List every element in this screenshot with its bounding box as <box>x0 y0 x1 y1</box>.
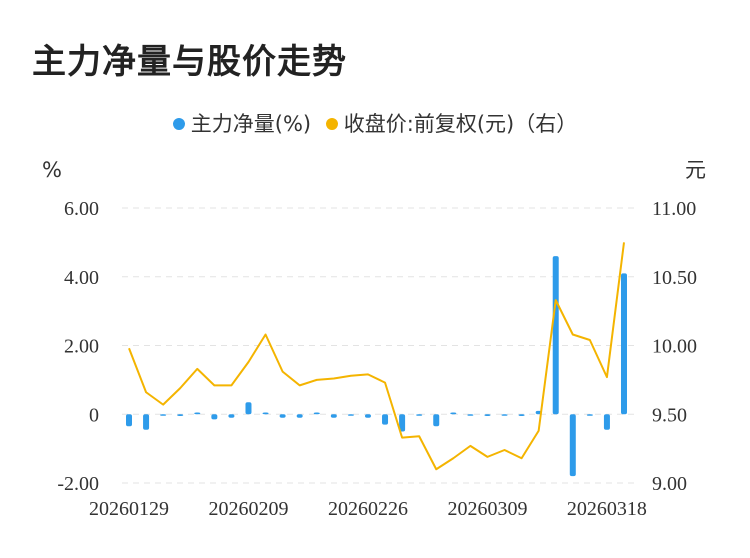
legend-item-line[interactable]: 收盘价:前复权(元)（右） <box>325 108 578 138</box>
line-series <box>128 242 625 471</box>
chart-title: 主力净量与股价走势 <box>32 42 347 82</box>
bar[interactable] <box>603 414 610 430</box>
left-axis-unit: % <box>42 158 62 182</box>
axes: -2.00 0 2.00 4.00 6.00 9.00 9.50 10.00 10.50 11.0… <box>42 158 706 520</box>
bar[interactable] <box>569 414 576 477</box>
right-tick-label: 10.00 <box>652 336 697 358</box>
bar[interactable] <box>364 414 371 418</box>
left-tick-label: 6.00 <box>64 198 99 220</box>
bar[interactable] <box>211 414 218 420</box>
right-tick-label: 11.00 <box>652 198 696 220</box>
legend-line-label: 收盘价:前复权(元)（右） <box>343 112 578 136</box>
left-tick-label: -2.00 <box>57 473 99 495</box>
bar[interactable] <box>467 414 474 416</box>
left-tick-label: 4.00 <box>64 267 99 289</box>
right-axis-unit: 元 <box>685 158 706 182</box>
grid-lines <box>122 207 634 484</box>
bar[interactable] <box>330 414 337 418</box>
bar[interactable] <box>484 414 491 416</box>
right-tick-label: 10.50 <box>652 267 697 289</box>
x-tick-label: 20260129 <box>89 498 169 520</box>
bar[interactable] <box>143 414 150 430</box>
bar[interactable] <box>126 414 132 427</box>
legend-bar-dot-icon <box>172 118 185 130</box>
bar[interactable] <box>450 412 457 415</box>
bar[interactable] <box>552 256 559 415</box>
bar[interactable] <box>586 414 593 416</box>
bar[interactable] <box>279 414 286 418</box>
bar[interactable] <box>177 414 184 416</box>
bar[interactable] <box>245 402 252 415</box>
right-tick-label: 9.50 <box>652 404 687 426</box>
x-tick-label: 20260209 <box>208 498 288 520</box>
bar[interactable] <box>347 414 354 416</box>
x-tick-label: 20260226 <box>328 498 408 520</box>
bar[interactable] <box>501 414 508 416</box>
bar[interactable] <box>296 414 303 418</box>
legend-item-bar[interactable]: 主力净量(%) <box>172 108 312 138</box>
bar[interactable] <box>160 414 167 416</box>
chart-legend: 主力净量(%) 收盘价:前复权(元)（右） <box>0 108 750 138</box>
bar[interactable] <box>228 414 235 418</box>
legend-bar-label: 主力净量(%) <box>190 112 312 136</box>
x-tick-label: 20260318 <box>567 498 647 520</box>
bar[interactable] <box>194 412 201 415</box>
left-tick-label: 0 <box>89 404 99 426</box>
right-tick-label: 9.00 <box>652 473 687 495</box>
bar[interactable] <box>518 414 525 416</box>
bar[interactable] <box>433 414 440 427</box>
bar[interactable] <box>313 412 320 415</box>
bar[interactable] <box>416 414 423 416</box>
price-line[interactable] <box>128 242 625 471</box>
legend-line-dot-icon <box>325 118 338 130</box>
bar-series <box>126 256 627 477</box>
bar[interactable] <box>621 273 627 415</box>
bar[interactable] <box>262 412 269 415</box>
bar[interactable] <box>399 414 406 432</box>
bar[interactable] <box>382 414 389 425</box>
left-tick-label: 2.00 <box>64 336 99 358</box>
x-tick-label: 20260309 <box>447 498 527 520</box>
